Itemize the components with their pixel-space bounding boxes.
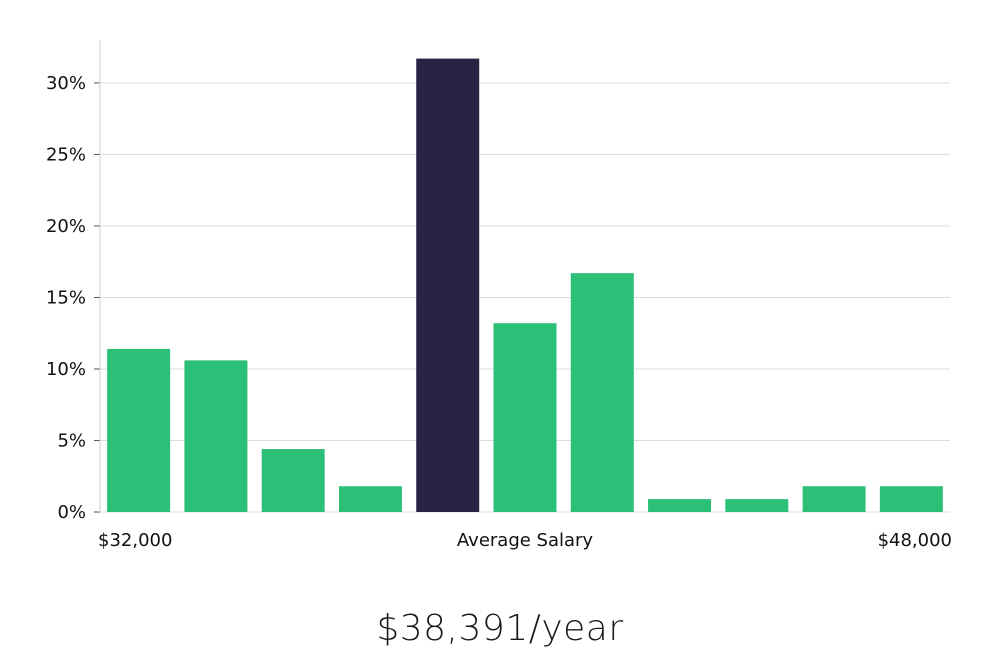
bar[interactable] bbox=[648, 499, 712, 512]
bar[interactable] bbox=[802, 486, 866, 512]
bars bbox=[107, 58, 943, 513]
bar[interactable] bbox=[725, 499, 789, 512]
bar[interactable] bbox=[879, 486, 943, 512]
y-tick-label: 25% bbox=[46, 144, 86, 165]
bar[interactable] bbox=[338, 486, 402, 512]
bar[interactable] bbox=[570, 273, 634, 512]
y-tick-labels: 0% 5% 10% 15% 20% 25% 30% bbox=[46, 73, 86, 523]
y-tick-label: 15% bbox=[46, 287, 86, 308]
bar[interactable] bbox=[107, 348, 171, 512]
bar[interactable] bbox=[493, 323, 557, 512]
bar[interactable] bbox=[261, 449, 325, 512]
y-tick-label: 30% bbox=[46, 73, 86, 94]
y-tick-label: 5% bbox=[57, 430, 86, 451]
y-tick-label: 20% bbox=[46, 216, 86, 237]
x-label-max: $48,000 bbox=[878, 530, 952, 551]
average-salary-value: $38,391/year bbox=[376, 608, 624, 649]
x-label-min: $32,000 bbox=[98, 530, 172, 551]
bar[interactable] bbox=[184, 360, 248, 512]
bar-highlight[interactable] bbox=[416, 58, 480, 513]
y-tick-label: 0% bbox=[57, 502, 86, 523]
y-tick-label: 10% bbox=[46, 359, 86, 380]
salary-histogram: 0% 5% 10% 15% 20% 25% 30% $32,000 Average Sala… bbox=[46, 40, 952, 551]
x-label-average: Average Salary bbox=[457, 530, 594, 551]
